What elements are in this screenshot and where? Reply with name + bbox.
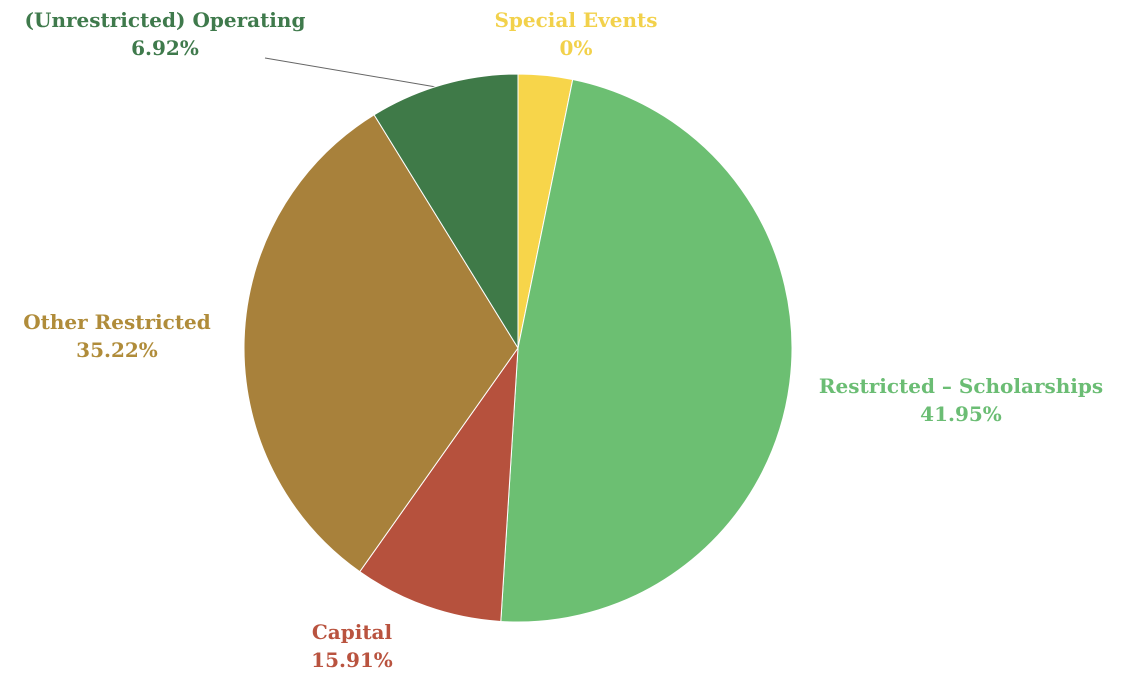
slice-label-other-restricted: Other Restricted 35.22% [6,308,228,364]
slice-name: Capital [296,618,408,646]
slice-percent: 0% [484,34,668,62]
slice-name: Special Events [484,6,668,34]
slice-label-unrestricted-operating: (Unrestricted) Operating 6.92% [4,6,326,62]
slice-percent: 41.95% [808,400,1114,428]
slice-percent: 15.91% [296,646,408,673]
slice-name: Restricted – Scholarships [808,372,1114,400]
slice-percent: 35.22% [6,336,228,364]
slice-label-restricted-scholarships: Restricted – Scholarships 41.95% [808,372,1114,428]
slice-name: (Unrestricted) Operating [4,6,326,34]
slice-name: Other Restricted [6,308,228,336]
slice-label-capital: Capital 15.91% [296,618,408,673]
slice-label-special-events: Special Events 0% [484,6,668,62]
slice-percent: 6.92% [4,34,326,62]
leader-line-operating [265,58,436,87]
